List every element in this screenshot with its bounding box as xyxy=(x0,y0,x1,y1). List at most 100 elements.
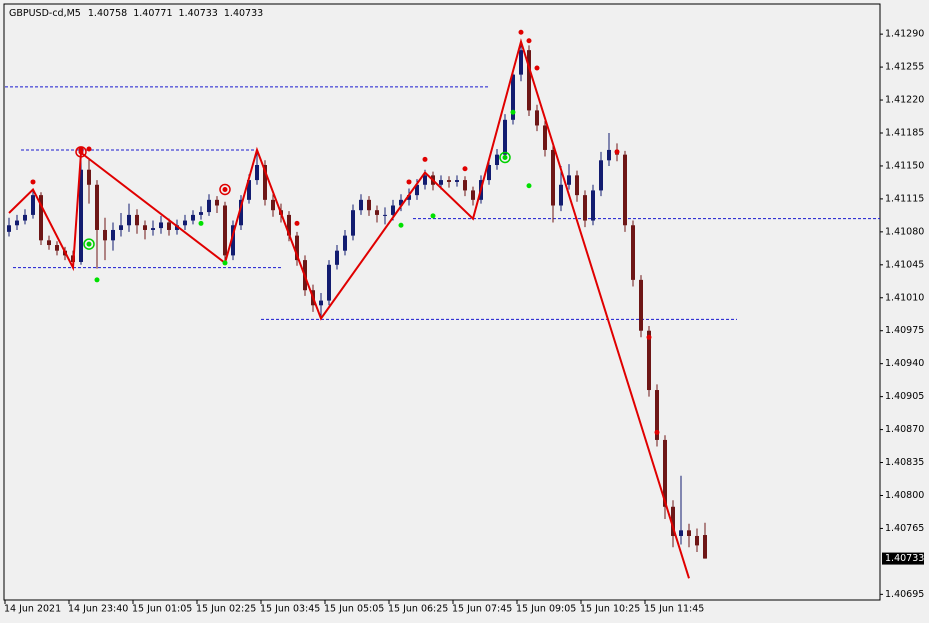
candle-body xyxy=(295,235,299,261)
signal-ring xyxy=(219,183,231,196)
candle-body xyxy=(567,175,571,185)
candle-body xyxy=(679,530,683,536)
candle-body xyxy=(391,205,395,215)
fractal-dot xyxy=(510,109,516,115)
x-tick-label: 15 Jun 09:05 xyxy=(516,604,576,615)
y-tick-label: 1.40765 xyxy=(885,523,924,534)
candle-body xyxy=(511,74,515,120)
candle-body xyxy=(151,228,155,230)
candle-body xyxy=(351,210,355,236)
candle-body xyxy=(487,165,491,181)
candle-body xyxy=(559,184,563,206)
y-tick-label: 1.41185 xyxy=(885,127,924,138)
candle-body xyxy=(271,199,275,211)
signal-dot xyxy=(222,186,228,192)
y-tick-label: 1.40695 xyxy=(885,589,924,600)
candle-body xyxy=(631,225,635,280)
fractal-dot xyxy=(526,38,532,44)
candle-body xyxy=(367,199,371,211)
candle-body xyxy=(383,214,387,216)
candle-body xyxy=(39,195,43,241)
candle-body xyxy=(319,300,323,306)
y-tick-label: 1.41045 xyxy=(885,259,924,270)
candle-body xyxy=(703,535,707,559)
candle-body xyxy=(79,169,83,262)
y-tick-label: 1.40870 xyxy=(885,424,924,435)
candle-body xyxy=(655,390,659,440)
candle-body xyxy=(471,190,475,200)
candle-body xyxy=(583,195,587,221)
candle-body xyxy=(575,175,579,196)
header-open: 1.40758 xyxy=(88,8,127,19)
signal-dot xyxy=(502,154,508,160)
candle-body xyxy=(695,535,699,546)
candle-body xyxy=(127,214,131,226)
candle-body xyxy=(15,220,19,226)
fractal-dot xyxy=(86,146,92,152)
candle-body xyxy=(423,175,427,185)
x-tick-label: 15 Jun 06:25 xyxy=(388,604,448,615)
candle-body xyxy=(47,240,51,246)
candle-body xyxy=(55,245,59,251)
price-label-box xyxy=(882,552,924,565)
candle-body xyxy=(135,214,139,226)
signal-ring xyxy=(83,238,95,250)
candle-body xyxy=(503,119,507,155)
x-tick-label: 15 Jun 02:25 xyxy=(196,604,256,615)
fractal-dot xyxy=(646,334,652,340)
candle-body xyxy=(111,229,115,241)
fractal-dot xyxy=(534,65,540,71)
candle-body xyxy=(663,439,667,507)
candle-body xyxy=(527,50,531,111)
candle-body xyxy=(263,165,267,200)
x-tick-label: 15 Jun 10:25 xyxy=(580,604,640,615)
candle-body xyxy=(687,530,691,536)
plot-frame xyxy=(3,3,881,601)
candle-body xyxy=(327,264,331,301)
candle-body xyxy=(455,180,459,182)
candle-body xyxy=(31,195,35,215)
candle-body xyxy=(175,225,179,230)
signal-dot xyxy=(86,241,92,247)
fractal-dot xyxy=(222,260,228,266)
candle-body xyxy=(463,180,467,191)
candle-body xyxy=(607,149,611,161)
candle-body xyxy=(671,506,675,536)
candle-body xyxy=(103,229,107,241)
candle-body xyxy=(287,214,291,236)
fractal-dot xyxy=(526,183,532,189)
fractal-dot xyxy=(30,179,36,185)
symbol: GBPUSD-cd,M5 xyxy=(9,8,81,19)
candle-body xyxy=(183,220,187,226)
header-high: 1.40771 xyxy=(133,8,172,19)
fractal-dot xyxy=(654,429,660,435)
header-low: 1.40733 xyxy=(179,8,218,19)
candle-body xyxy=(215,199,219,206)
y-tick-label: 1.41010 xyxy=(885,292,924,303)
price-label: 1.40733 xyxy=(885,553,924,564)
candle-body xyxy=(407,195,411,200)
fractal-dot xyxy=(430,213,436,219)
y-tick-label: 1.40905 xyxy=(885,391,924,402)
candle-body xyxy=(199,212,203,215)
candle-body xyxy=(239,199,243,226)
signal-ring xyxy=(499,151,511,164)
candle-body xyxy=(647,330,651,391)
candle-body xyxy=(599,160,603,191)
candle-body xyxy=(95,184,99,230)
signal-dot xyxy=(78,149,84,155)
candle-body xyxy=(335,250,339,265)
fractal-dot xyxy=(518,29,524,35)
x-tick-label: 14 Jun 23:40 xyxy=(68,604,128,615)
candle-body xyxy=(87,169,91,185)
x-tick-label: 14 Jun 2021 xyxy=(4,604,61,615)
y-tick-label: 1.41220 xyxy=(885,95,924,106)
y-tick-label: 1.40835 xyxy=(885,457,924,468)
y-tick-label: 1.41115 xyxy=(885,193,924,204)
candle-body xyxy=(551,149,555,206)
candle-body xyxy=(439,180,443,185)
chart-header: GBPUSD-cd,M5 1.40758 1.40771 1.40733 1.4… xyxy=(9,8,263,19)
y-tick-label: 1.40940 xyxy=(885,358,924,369)
